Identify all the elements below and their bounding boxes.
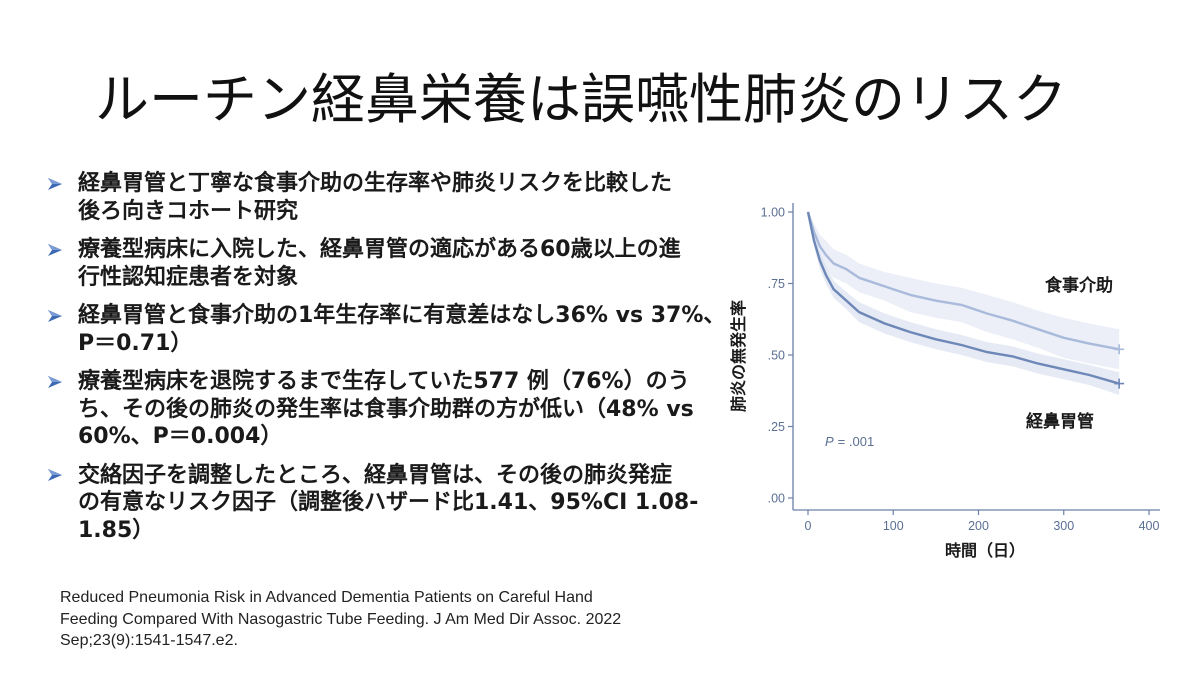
bullet-text: 療養型病床を退院するまで生存していた577 例（76%）のう ち、その後の肺炎の… xyxy=(78,368,694,451)
bullet-line: P＝0.71） xyxy=(78,330,193,356)
p-value-symbol: P xyxy=(825,434,834,449)
arrow-bullet-icon xyxy=(48,170,78,198)
nasogastric-tube-curve xyxy=(806,211,1120,385)
hand-feeding-label: 食事介助 xyxy=(1045,275,1113,296)
x-tick-label: 100 xyxy=(883,519,904,533)
x-axis-title: 時間（日） xyxy=(945,541,1025,560)
bullet-line: 60%、P＝0.004） xyxy=(78,424,283,449)
bullet-item: 交絡因子を調整したところ、経鼻胃管は、その後の肺炎発症 の有意なリスク因子（調整… xyxy=(48,462,708,545)
nasogastric-tube-ci-band xyxy=(808,212,1120,395)
bullet-item: 療養型病床を退院するまで生存していた577 例（76%）のう ち、その後の肺炎の… xyxy=(48,368,708,451)
bullet-text: 経鼻胃管と食事介助の1年生存率に有意差はなし36% vs 37%、 P＝0.71… xyxy=(78,302,725,357)
p-value-text: = .001 xyxy=(838,434,875,449)
x-tick-label: 400 xyxy=(1139,519,1160,533)
p-value-annotation: P = .001 xyxy=(825,434,874,449)
bullet-line: 後ろ向きコホート研究 xyxy=(78,198,299,224)
y-tick-label: .75 xyxy=(768,277,785,291)
arrow-bullet-icon xyxy=(48,302,78,330)
bullet-line: 療養型病床を退院するまで生存していた577 例（76%）のう xyxy=(78,369,690,394)
y-tick-label: .25 xyxy=(768,420,785,434)
hand-feeding-curve xyxy=(806,211,1120,351)
bullet-line: 経鼻胃管と食事介助の1年生存率に有意差はなし36% vs 37%、 xyxy=(78,303,726,328)
hand-feeding-censor-mark xyxy=(1114,344,1125,355)
bullet-line: 療養型病床に入院した、経鼻胃管の適応がある60歳以上の進 xyxy=(78,237,681,262)
bullet-line: 交絡因子を調整したところ、経鼻胃管は、その後の肺炎発症 xyxy=(78,462,673,488)
pneumonia-free-rate-chart: 1.00 .75 .50 .25 .00 0 100 200 300 400 食事介助経鼻胃管時間（… xyxy=(729,203,1160,560)
x-tick-label: 300 xyxy=(1053,519,1074,533)
bullet-line: ち、その後の肺炎の発生率は食事介助群の方が低い（48% vs xyxy=(78,396,694,422)
arrow-bullet-icon xyxy=(48,462,78,490)
arrow-bullet-icon xyxy=(48,368,78,396)
bullet-text: 交絡因子を調整したところ、経鼻胃管は、その後の肺炎発症 の有意なリスク因子（調整… xyxy=(78,462,698,545)
bullet-item: 療養型病床に入院した、経鼻胃管の適応がある60歳以上の進 行性認知症患者を対象 xyxy=(48,236,708,291)
bullet-line: 1.85） xyxy=(78,517,155,543)
bullet-line: の有意なリスク因子（調整後ハザード比1.41、95%CI 1.08- xyxy=(78,490,699,515)
y-axis-title: 肺炎の無発生率 xyxy=(729,300,748,412)
nasogastric-tube-label: 経鼻胃管 xyxy=(1026,411,1094,432)
y-tick-label: .00 xyxy=(768,492,785,506)
citation-line: Sep;23(9):1541-1547.e2. xyxy=(60,632,238,649)
bullet-text: 経鼻胃管と丁寧な食事介助の生存率や肺炎リスクを比較した 後ろ向きコホート研究 xyxy=(78,170,672,225)
arrow-bullet-icon xyxy=(48,236,78,264)
bullet-item: 経鼻胃管と丁寧な食事介助の生存率や肺炎リスクを比較した 後ろ向きコホート研究 xyxy=(48,170,708,225)
citation-line: Reduced Pneumonia Risk in Advanced Demen… xyxy=(60,589,593,606)
citation-line: Feeding Compared With Nasogastric Tube F… xyxy=(60,610,622,628)
y-tick-label: .50 xyxy=(768,349,785,363)
nasogastric-tube-censor-mark xyxy=(1114,378,1125,389)
bullet-list: 経鼻胃管と丁寧な食事介助の生存率や肺炎リスクを比較した 後ろ向きコホート研究 療… xyxy=(48,170,725,555)
y-tick-label: 1.00 xyxy=(761,206,785,220)
bullet-line: 経鼻胃管と丁寧な食事介助の生存率や肺炎リスクを比較した xyxy=(78,171,673,196)
bullet-text: 療養型病床に入院した、経鼻胃管の適応がある60歳以上の進 行性認知症患者を対象 xyxy=(78,236,681,291)
citation: Reduced Pneumonia Risk in Advanced Demen… xyxy=(60,587,621,652)
bullet-item: 経鼻胃管と食事介助の1年生存率に有意差はなし36% vs 37%、 P＝0.71… xyxy=(48,302,725,357)
bullet-line: 行性認知症患者を対象 xyxy=(78,264,299,290)
x-tick-label: 0 xyxy=(805,519,812,533)
slide-title: ルーチン経鼻栄養は誤嚥性肺炎のリスク xyxy=(95,68,1067,131)
x-tick-label: 200 xyxy=(968,519,989,533)
